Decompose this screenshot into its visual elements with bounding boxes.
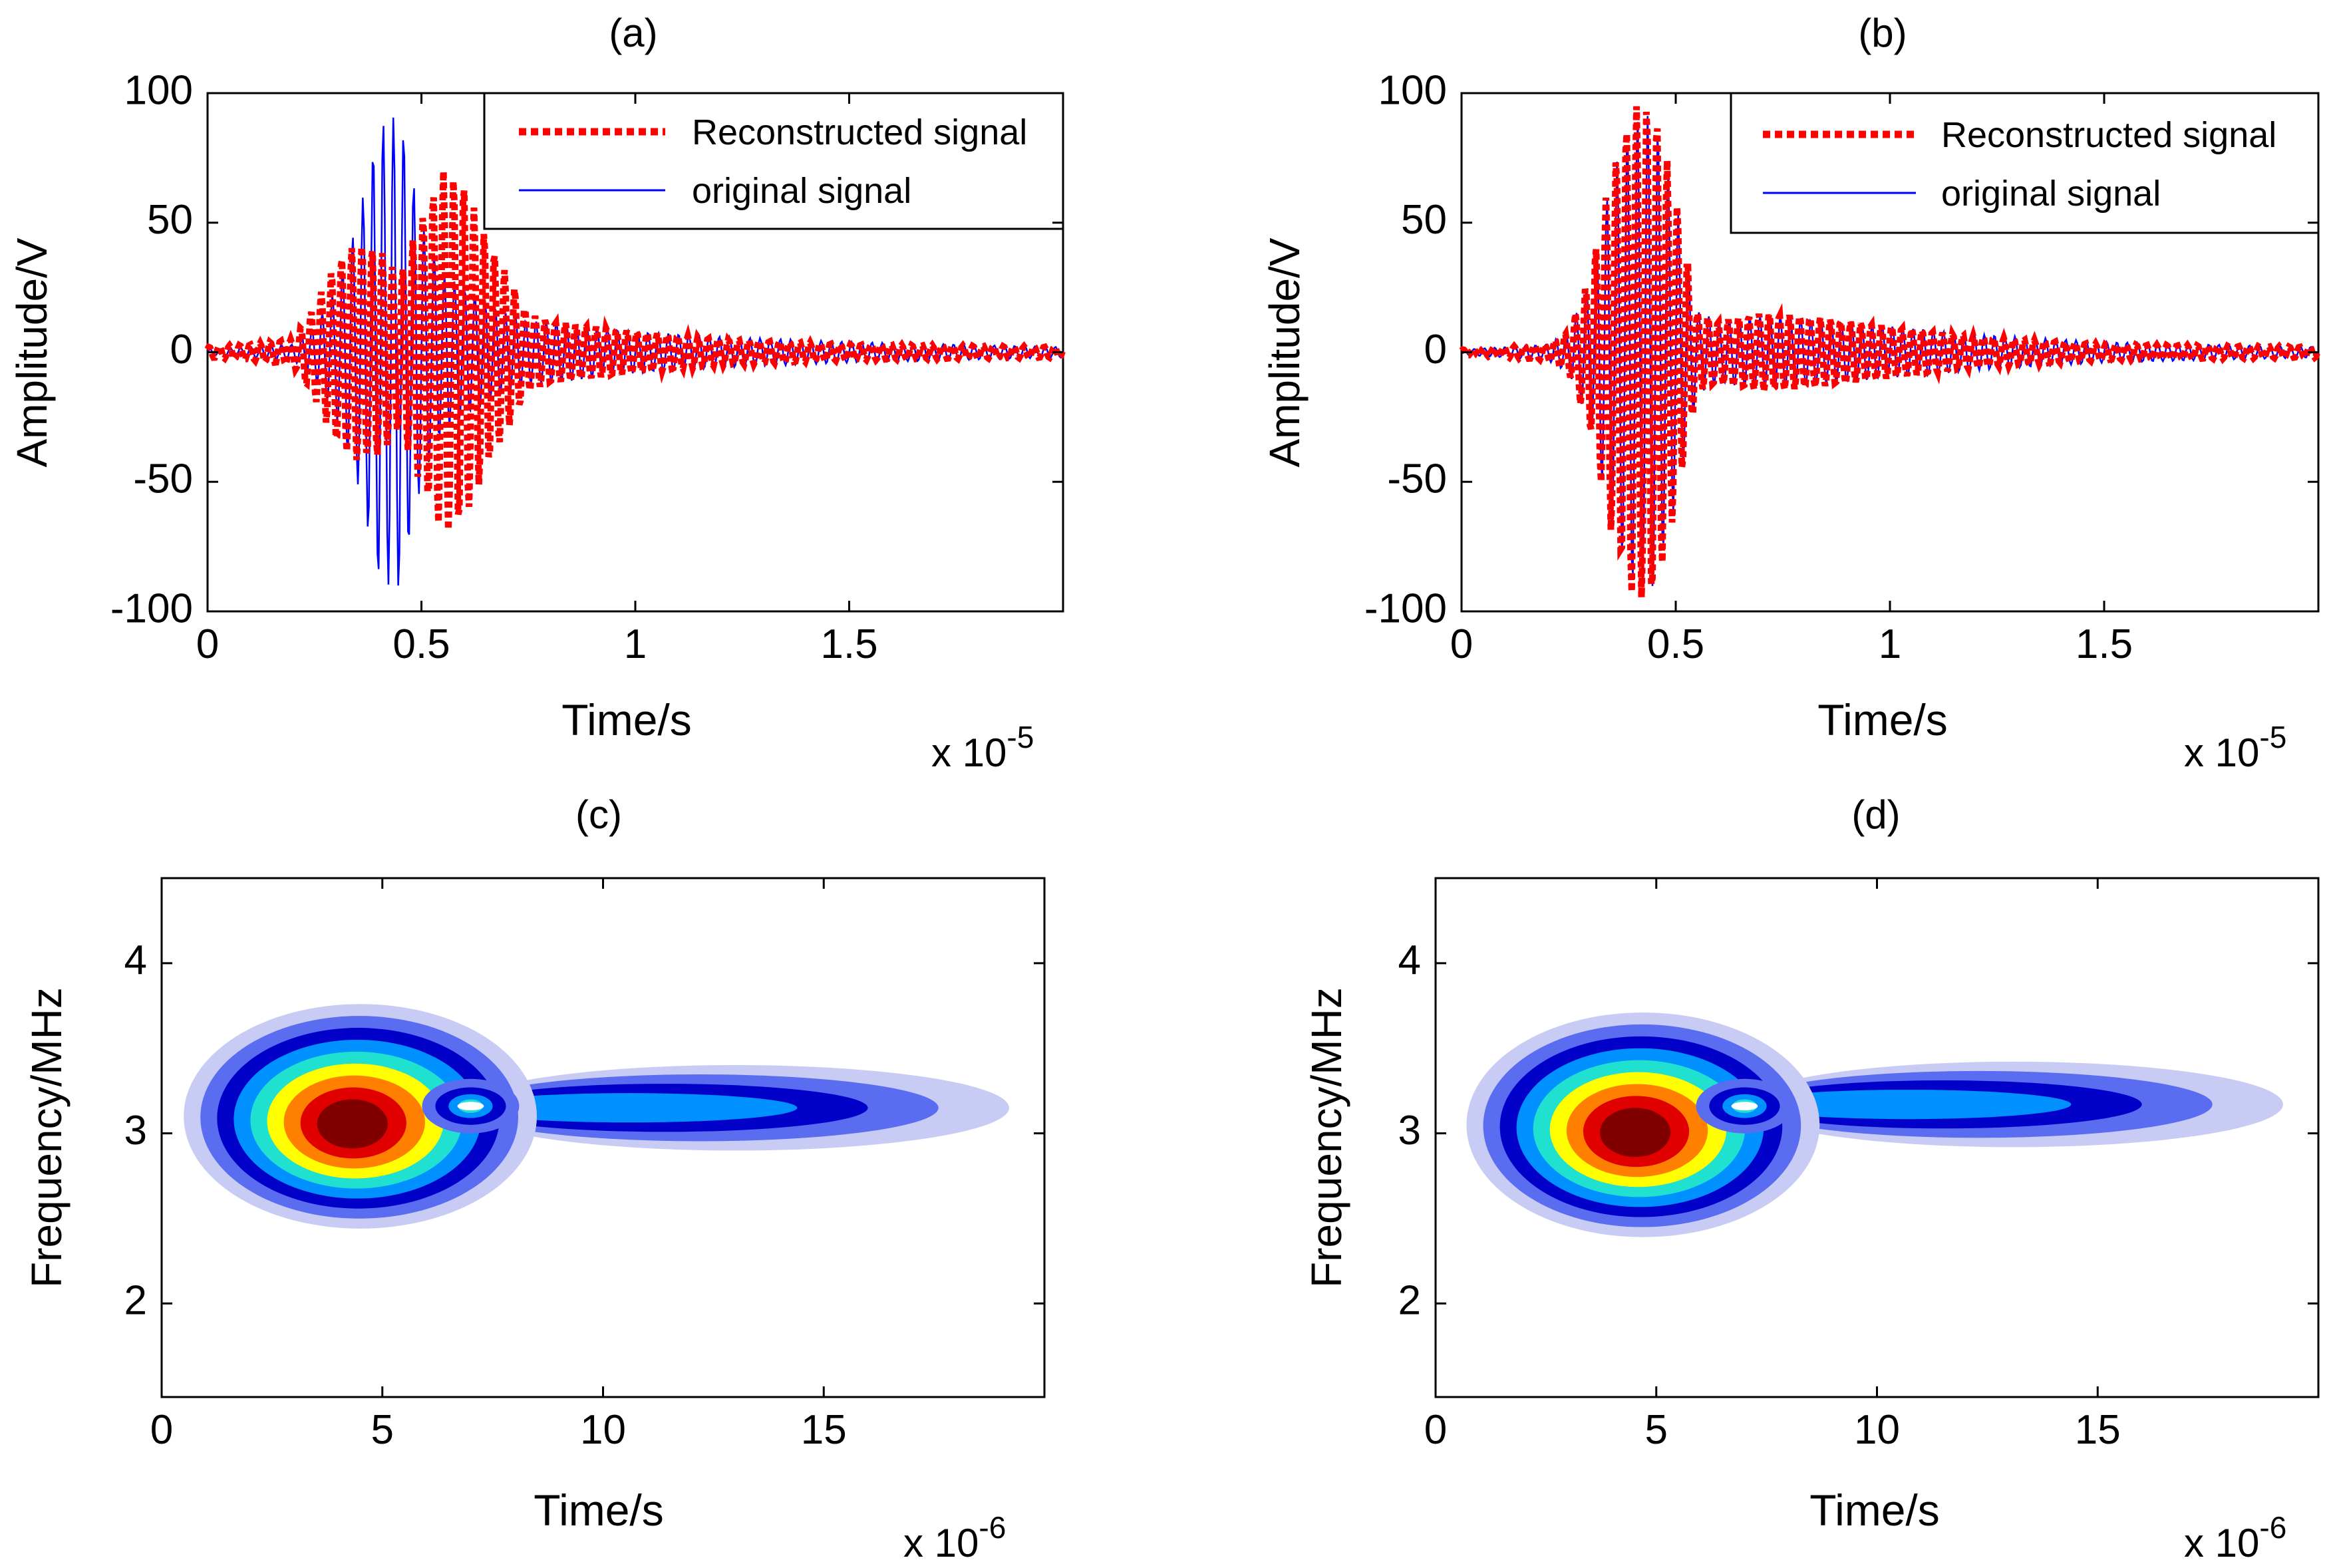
panel-c-title: (c) [575, 792, 622, 837]
panel-a-xlabel: Time/s [561, 695, 692, 744]
y-tick-label: 100 [1378, 67, 1447, 113]
x-tick-label: 10 [1854, 1407, 1900, 1453]
panel-d-x-multiplier-base: x 10 [2184, 1521, 2259, 1565]
panel-b-ylabel: Amplitude/V [1261, 237, 1309, 467]
panel-a-legend-original-label: original signal [692, 171, 911, 211]
panel-c-x-multiplier: x 10-6 [903, 1510, 1006, 1565]
panel-b-x-multiplier-base: x 10 [2184, 730, 2259, 775]
tfr-secondary-hole [1731, 1102, 1758, 1111]
x-tick-label: 1.5 [820, 621, 877, 667]
y-tick-label: -100 [110, 585, 193, 631]
panel-b-legend-box [1730, 92, 2320, 234]
y-tick-label: -50 [133, 456, 193, 502]
panel-b-x-multiplier-exp: -5 [2259, 720, 2286, 754]
panel-c: (c) Frequency/MHz Time/s x 10-6 [23, 792, 1046, 1565]
y-tick-label: 50 [147, 197, 193, 243]
panel-a: (a) Reconstructed signal original signal… [8, 11, 1066, 775]
tfr-secondary-hole [457, 1102, 484, 1111]
x-tick-label: 0 [1424, 1407, 1447, 1453]
panel-d-ticks: 0 5 10 15 4 3 2 [1398, 878, 2318, 1453]
panel-a-title: (a) [609, 11, 657, 55]
y-tick-label: 3 [124, 1108, 147, 1154]
panel-b-legend-original-label: original signal [1941, 174, 2161, 214]
panel-d-ylabel: Frequency/MHz [1303, 987, 1350, 1288]
x-tick-label: 1 [1879, 621, 1901, 667]
x-tick-label: 15 [801, 1407, 847, 1453]
y-tick-label: 3 [1398, 1108, 1421, 1154]
x-tick-label: 5 [1645, 1407, 1668, 1453]
x-tick-label: 1.5 [2076, 621, 2133, 667]
y-tick-label: 4 [1398, 937, 1421, 983]
panel-b-x-multiplier: x 10-5 [2184, 720, 2286, 775]
panel-b-title: (b) [1858, 11, 1907, 55]
y-tick-label: 4 [124, 937, 147, 983]
x-tick-label: 0 [150, 1407, 173, 1453]
panel-a-x-multiplier: x 10-5 [931, 720, 1034, 775]
panel-c-ticks: 0 5 10 15 4 3 2 [124, 878, 1044, 1453]
panel-c-heatmap [184, 1004, 1009, 1229]
panel-a-ylabel: Amplitude/V [8, 237, 56, 467]
panel-a-signals [204, 117, 1066, 586]
tfr-main-contour [317, 1099, 388, 1149]
panel-a-x-multiplier-exp: -5 [1007, 720, 1034, 754]
reconstructed-signal-line [204, 171, 1066, 530]
panel-d-x-multiplier-exp: -6 [2259, 1510, 2286, 1545]
y-tick-label: 0 [170, 327, 193, 373]
x-tick-label: 10 [580, 1407, 626, 1453]
x-tick-label: 0 [196, 621, 219, 667]
panel-a-x-multiplier-base: x 10 [931, 730, 1007, 775]
x-tick-label: 5 [371, 1407, 394, 1453]
tfr-main-contour [1599, 1108, 1671, 1158]
panel-c-xlabel: Time/s [534, 1486, 664, 1535]
panel-d-title: (d) [1851, 792, 1900, 837]
panel-d-xlabel: Time/s [1809, 1486, 1940, 1535]
panel-d-heatmap [1466, 1013, 2283, 1237]
panel-c-x-multiplier-exp: -6 [979, 1510, 1006, 1545]
panel-b-ticks: 0 0.5 1 1.5 100 50 0 -50 -100 [1364, 67, 2318, 667]
y-tick-label: 2 [1398, 1278, 1421, 1324]
y-tick-label: -100 [1364, 585, 1447, 631]
tfr-tail-contour [462, 1093, 798, 1123]
y-tick-label: 100 [124, 67, 193, 113]
panel-b-legend-reconstructed-label: Reconstructed signal [1941, 115, 2276, 155]
x-tick-label: 0.5 [392, 621, 450, 667]
panel-b: (b) Reconstructed signal original signal… [1261, 11, 2322, 775]
panel-c-x-multiplier-base: x 10 [903, 1521, 979, 1565]
panel-a-legend: Reconstructed signal original signal [483, 92, 1064, 230]
panel-b-xlabel: Time/s [1817, 695, 1948, 744]
tfr-tail-contour [1744, 1090, 2072, 1120]
x-tick-label: 0.5 [1647, 621, 1704, 667]
reconstructed-signal-line [1459, 106, 2322, 598]
panel-a-legend-box [483, 92, 1064, 230]
panel-a-legend-reconstructed-label: Reconstructed signal [692, 112, 1027, 152]
panel-d: (d) Frequency/MHz Time/s x 10-6 [1303, 792, 2320, 1565]
y-tick-label: 2 [124, 1278, 147, 1324]
panel-a-ticks: 0 0.5 1 1.5 100 50 0 -50 -100 [110, 67, 1063, 667]
panel-d-x-multiplier: x 10-6 [2184, 1510, 2286, 1565]
y-tick-label: -50 [1387, 456, 1447, 502]
panel-b-signals [1459, 106, 2322, 598]
panel-c-ylabel: Frequency/MHz [23, 987, 71, 1288]
x-tick-label: 15 [2075, 1407, 2121, 1453]
y-tick-label: 50 [1401, 197, 1447, 243]
panel-b-legend: Reconstructed signal original signal [1730, 92, 2320, 234]
x-tick-label: 1 [624, 621, 647, 667]
y-tick-label: 0 [1424, 327, 1447, 373]
x-tick-label: 0 [1450, 621, 1473, 667]
